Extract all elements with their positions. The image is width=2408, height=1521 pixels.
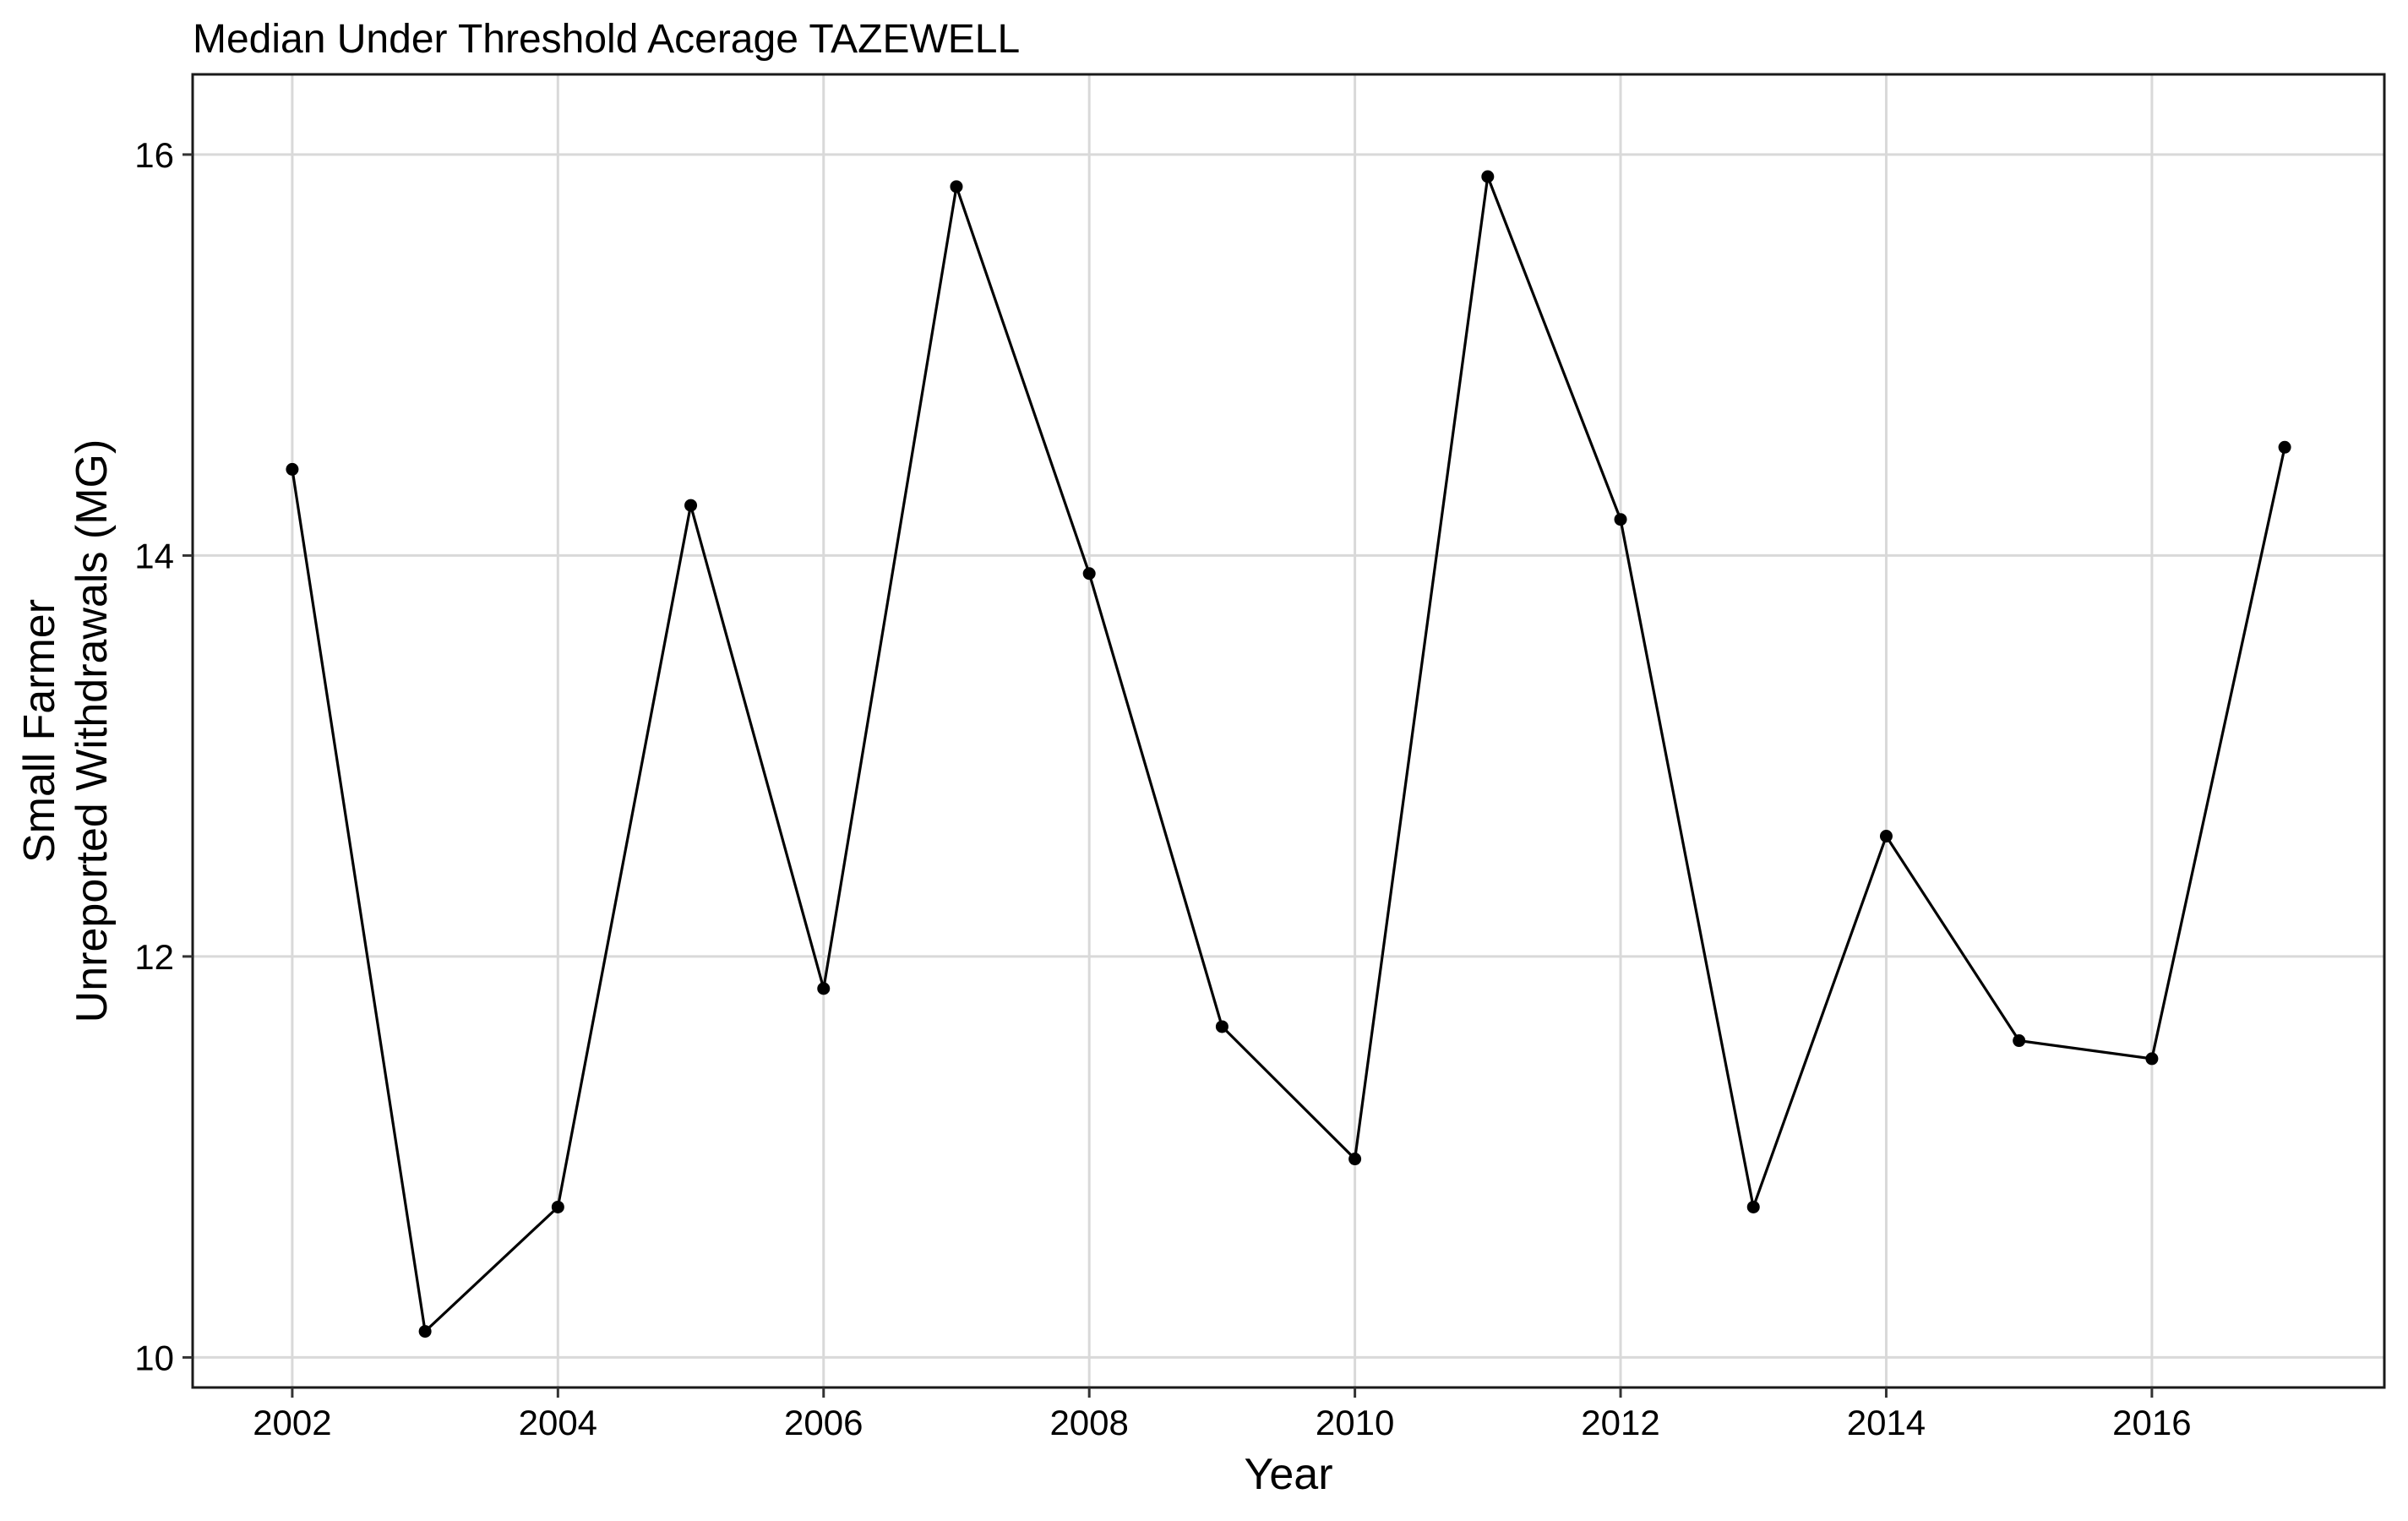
x-tick-label: 2008: [1049, 1403, 1128, 1442]
series-line: [291, 175, 2286, 1333]
x-tick-label: 2010: [1316, 1403, 1394, 1442]
y-tick-label: 16: [134, 135, 174, 175]
x-tick-label: 2006: [784, 1403, 863, 1442]
x-axis-title: Year: [1244, 1450, 1332, 1499]
x-axis: 2002 2004 2006 2008 2010 2012 2014 2016: [253, 1387, 2192, 1442]
data-point: [684, 499, 698, 512]
x-tick-label: 2016: [2112, 1403, 2191, 1442]
x-tick-label: 2014: [1847, 1403, 1926, 1442]
data-point: [1879, 830, 1893, 843]
data-point: [286, 462, 299, 476]
y-axis: 10 12 14 16: [134, 135, 193, 1377]
data-point: [1746, 1200, 1760, 1213]
series-line-group: [291, 175, 2286, 1333]
data-point: [2145, 1052, 2159, 1066]
data-point: [1481, 170, 1495, 183]
data-point: [1614, 513, 1627, 526]
x-tick-label: 2002: [253, 1403, 331, 1442]
data-point: [817, 982, 831, 995]
y-axis-title-line: Small Farmer: [15, 599, 64, 863]
data-point: [551, 1200, 564, 1213]
data-point: [2013, 1034, 2026, 1048]
chart-title: Median Under Threshold Acerage TAZEWELL: [193, 17, 1020, 62]
x-tick-label: 2004: [519, 1403, 597, 1442]
plot-panel-border: [191, 73, 2386, 1389]
data-point: [418, 1325, 432, 1338]
y-axis-title-line: Unreported Withdrawals (MG): [68, 439, 117, 1023]
x-tick-label: 2012: [1581, 1403, 1659, 1442]
y-axis-title: Small Farmer Unreported Withdrawals (MG): [15, 439, 117, 1023]
y-tick-label: 12: [134, 937, 174, 977]
y-tick-label: 10: [134, 1338, 174, 1377]
data-point: [1348, 1153, 1362, 1166]
data-point: [1082, 567, 1096, 581]
data-point: [2278, 440, 2291, 454]
grid: [193, 74, 2384, 1387]
y-tick-label: 14: [134, 536, 174, 575]
data-point: [1215, 1020, 1229, 1033]
series-points-group: [286, 170, 2291, 1338]
data-point: [950, 180, 963, 194]
